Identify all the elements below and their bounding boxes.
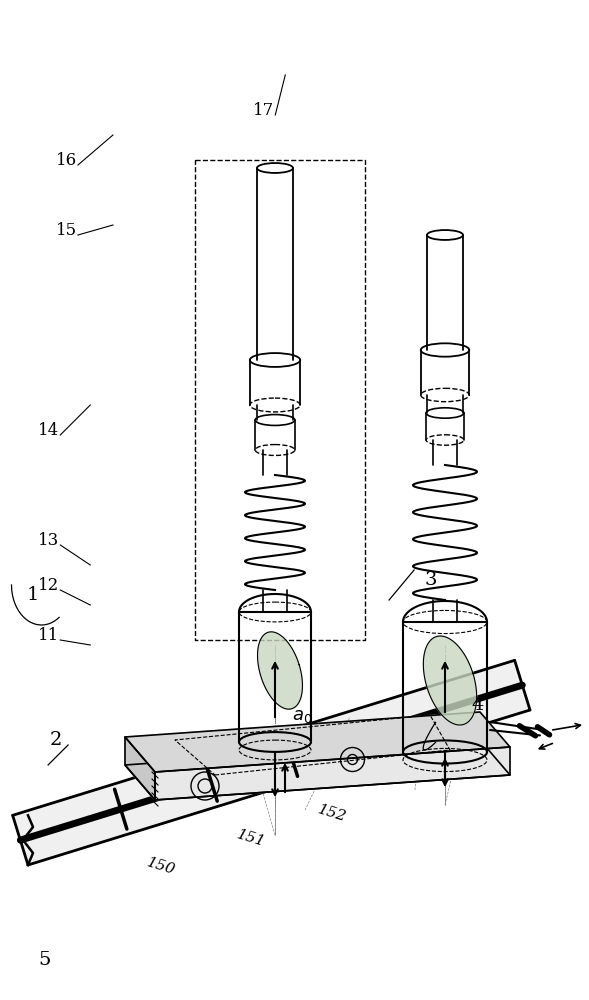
Text: 4: 4 xyxy=(471,696,484,714)
Polygon shape xyxy=(12,660,530,865)
Text: $a_0$: $a_0$ xyxy=(292,707,312,725)
Text: 13: 13 xyxy=(38,532,59,549)
Text: 11: 11 xyxy=(38,627,59,644)
Text: 150: 150 xyxy=(145,856,177,878)
Polygon shape xyxy=(125,737,155,800)
Text: 12: 12 xyxy=(38,577,59,594)
Text: 17: 17 xyxy=(253,102,274,119)
Polygon shape xyxy=(125,740,510,800)
Polygon shape xyxy=(257,632,303,709)
Text: 14: 14 xyxy=(38,422,59,439)
Text: 151: 151 xyxy=(236,828,267,850)
Text: 152: 152 xyxy=(316,803,348,825)
Text: 1: 1 xyxy=(27,586,39,604)
Text: 16: 16 xyxy=(56,152,77,169)
Polygon shape xyxy=(155,747,510,800)
Text: 3: 3 xyxy=(424,571,436,589)
Polygon shape xyxy=(423,636,477,725)
Polygon shape xyxy=(125,712,510,772)
Text: 15: 15 xyxy=(56,222,77,239)
Text: 2: 2 xyxy=(50,731,62,749)
Text: 5: 5 xyxy=(38,951,51,969)
